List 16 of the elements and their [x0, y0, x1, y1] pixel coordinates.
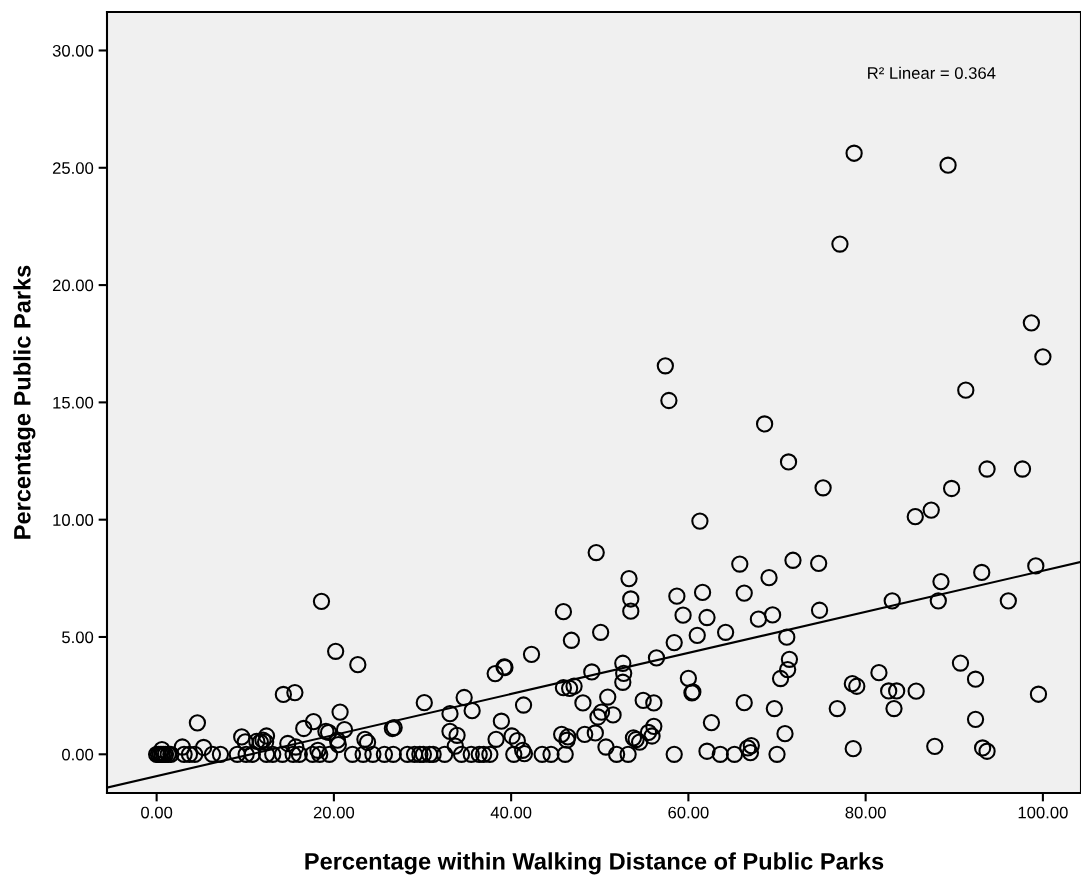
- y-tick-label: 5.00: [62, 631, 94, 644]
- x-tick-label: 60.00: [668, 806, 709, 819]
- y-tick-label: 20.00: [52, 279, 94, 292]
- x-tick-label: 80.00: [845, 806, 886, 819]
- y-tick-label: 25.00: [52, 162, 94, 174]
- y-tick-label: 30.00: [52, 44, 94, 57]
- x-tick-label: 20.00: [313, 806, 355, 819]
- y-axis-title: Percentage Public Parks: [13, 265, 36, 539]
- x-tick-label: 0.00: [141, 806, 173, 819]
- x-axis-title: Percentage within Walking Distance of Public Parks: [305, 852, 884, 875]
- y-tick-label: 15.00: [53, 396, 94, 409]
- y-tick-label: 10.00: [53, 514, 94, 526]
- y-tick-label: 0.00: [62, 748, 94, 761]
- annotation: R² Linear = 0.364: [868, 66, 996, 79]
- x-tick-label: 100.00: [1018, 806, 1068, 819]
- x-tick-label: 40.00: [490, 806, 532, 819]
